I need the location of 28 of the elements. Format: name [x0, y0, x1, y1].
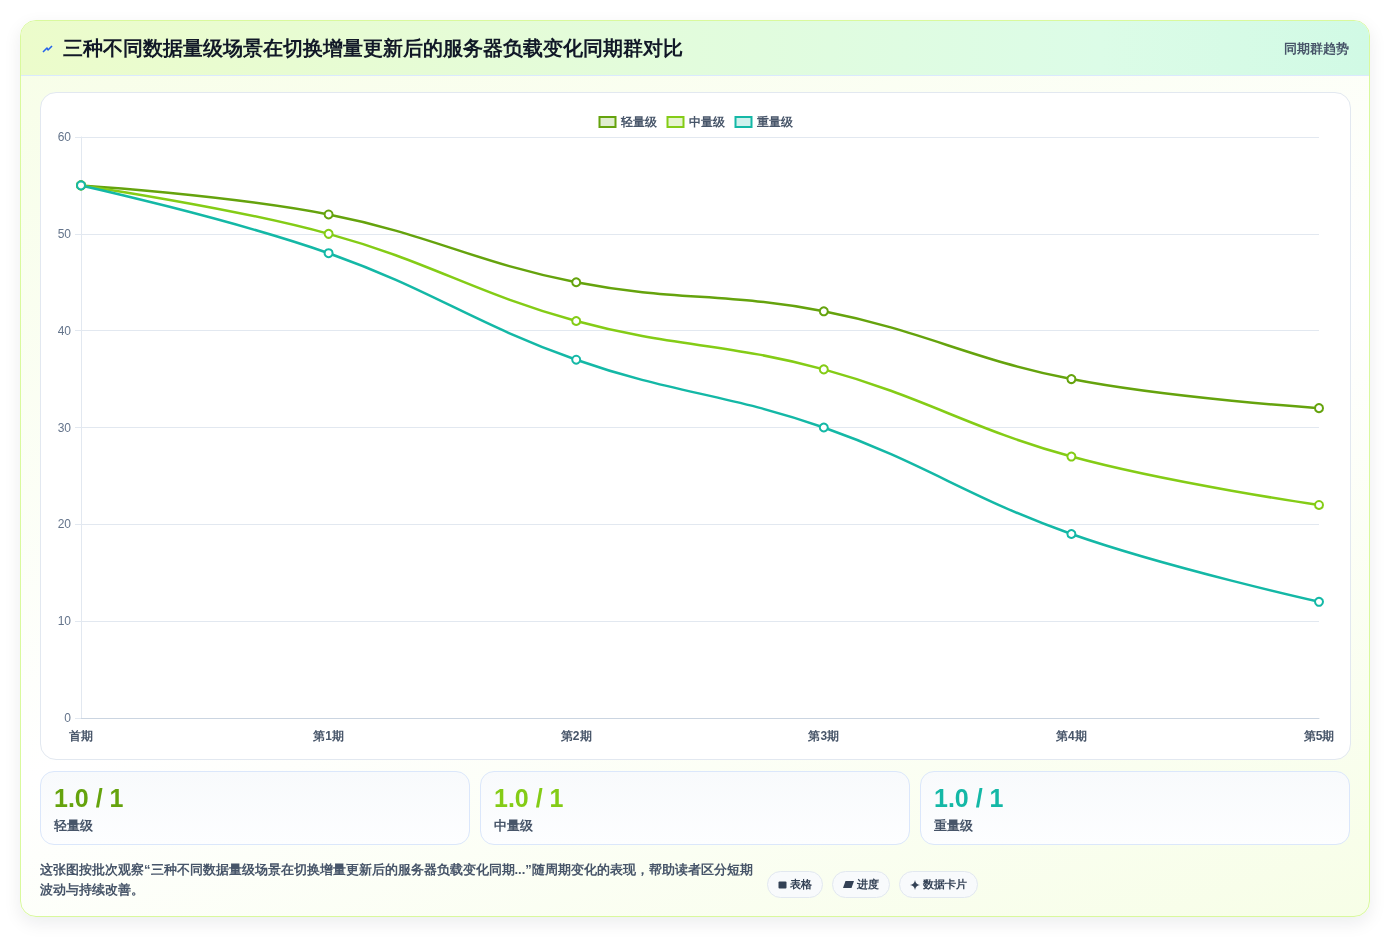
y-tick-label: 50	[57, 226, 72, 241]
text: 1.0 / 1	[934, 784, 1004, 813]
text: 进度	[857, 877, 879, 892]
x-tick-label: 第4期	[1055, 729, 1087, 743]
y-tick-label: 30	[57, 420, 72, 435]
text: 重量级	[934, 817, 973, 835]
text: 1.0 / 1	[494, 784, 564, 813]
chart-title: 三种不同数据量级场景在切换增量更新后的服务器负载变化同期群对比	[63, 36, 683, 61]
y-tick-label: 40	[57, 323, 72, 338]
y-tick-label: 0	[64, 711, 72, 725]
legend-label: 重量级	[755, 115, 794, 129]
y-tick-label: 20	[57, 517, 72, 532]
x-tick-label: 第2期	[559, 729, 592, 743]
text: 表格	[790, 877, 812, 892]
x-tick-label: 第5期	[1302, 729, 1335, 743]
legend-label: 轻量级	[619, 115, 658, 129]
x-tick-label: 第1期	[312, 729, 344, 743]
y-tick-label: 10	[57, 614, 72, 629]
x-tick-label: 首期	[68, 729, 93, 743]
text: 轻量级	[54, 817, 93, 835]
y-tick-label: 60	[57, 130, 72, 144]
text: 中量级	[494, 817, 533, 835]
x-tick-label: 第3期	[807, 729, 840, 743]
legend-label: 中量级	[688, 115, 726, 129]
text: 1.0 / 1	[54, 784, 124, 813]
text: 数据卡片	[923, 877, 967, 892]
chart-subtitle: 同期群趋势	[1284, 40, 1349, 58]
text: 这张图按批次观察“三种不同数据量级场景在切换增量更新后的服务器负载变化同期...”随周期变化的表现，帮助读者区分短期波动与持续改善。	[40, 861, 754, 899]
